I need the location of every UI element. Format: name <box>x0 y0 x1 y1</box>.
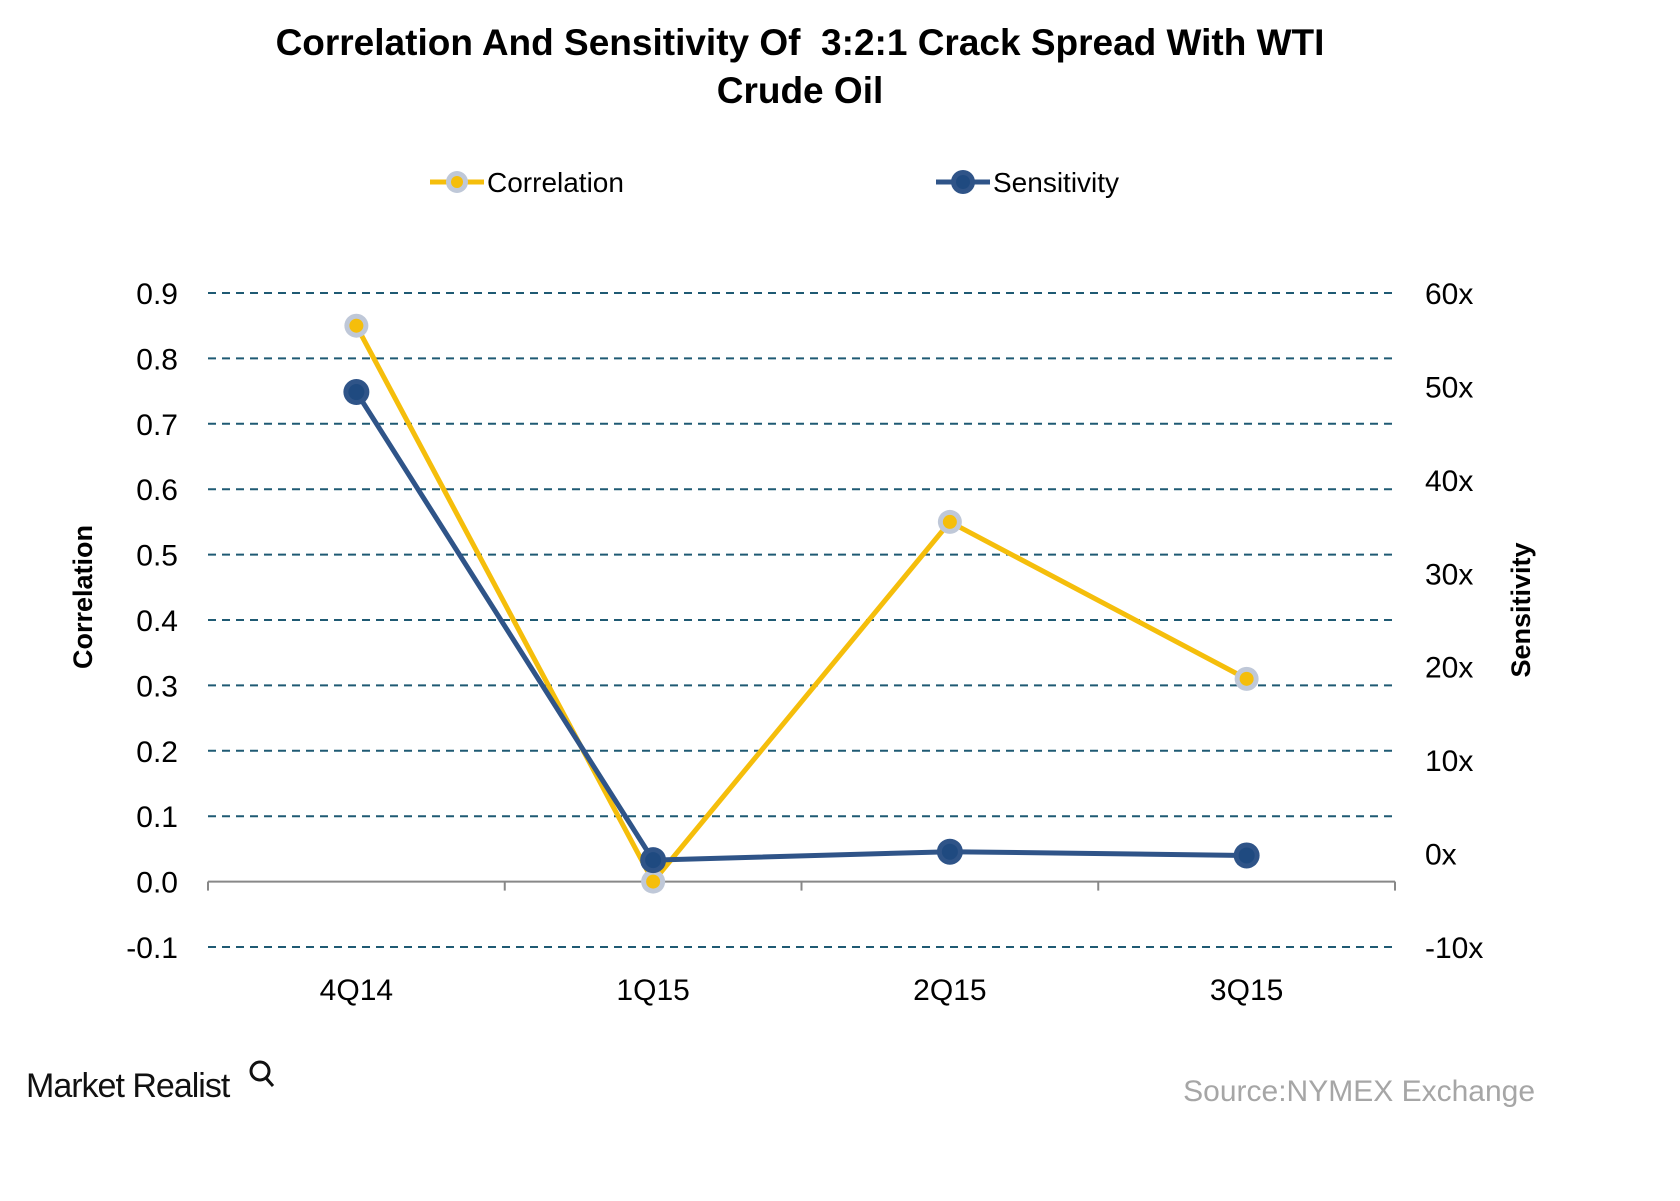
series-line-correlation <box>354 324 1248 885</box>
legend-label-correlation: Correlation <box>487 167 624 198</box>
x-tick-label: 3Q15 <box>1210 974 1283 1007</box>
y-right-tick-label: 40x <box>1425 465 1473 498</box>
y-left-tick-label: 0.1 <box>136 801 178 834</box>
y-left-tick-label: -0.1 <box>126 932 178 965</box>
data-point-correlation <box>1234 666 1259 691</box>
data-point-correlation <box>937 509 962 534</box>
y-right-tick-label: 10x <box>1425 745 1473 778</box>
series-line-sensitivity <box>354 390 1247 863</box>
y-right-tick-label: 20x <box>1425 652 1473 685</box>
y-left-tick-label: 0.4 <box>136 605 178 638</box>
y-left-tick-label: 0.8 <box>136 343 178 376</box>
y-left-tick-label: 0.9 <box>136 278 178 311</box>
y-right-tick-label: 0x <box>1425 839 1457 872</box>
y-left-tick-label: 0.0 <box>136 867 178 900</box>
data-point-correlation <box>344 313 369 338</box>
chart-title-line-2: Crude Oil <box>717 70 884 111</box>
y-right-tick-label: -10x <box>1425 932 1483 965</box>
data-point-correlation <box>641 869 666 894</box>
y-left-tick-label: 0.2 <box>136 736 178 769</box>
source-note: Source:NYMEX Exchange <box>1183 1075 1535 1108</box>
y-right-tick-label: 60x <box>1425 278 1473 311</box>
y-left-tick-label: 0.6 <box>136 474 178 507</box>
x-tick-label: 4Q14 <box>320 974 393 1007</box>
y-axis-label-left: Correlation <box>68 525 98 669</box>
y-right-tick-label: 30x <box>1425 558 1473 591</box>
x-tick-label: 2Q15 <box>913 974 986 1007</box>
legend-label-sensitivity: Sensitivity <box>993 167 1119 198</box>
data-point-sensitivity <box>1233 842 1260 869</box>
legend: Correlation Sensitivity <box>430 167 1119 198</box>
data-point-sensitivity <box>343 379 370 406</box>
chart-title-line-1: Correlation And Sensitivity Of 3:2:1 Cra… <box>276 22 1325 63</box>
y-left-tick-label: 0.5 <box>136 540 178 573</box>
data-point-sensitivity <box>640 847 667 874</box>
x-tick-label: 1Q15 <box>616 974 689 1007</box>
y-left-tick-label: 0.7 <box>136 409 178 442</box>
y-axis-label-right: Sensitivity <box>1506 542 1536 677</box>
data-point-sensitivity <box>936 838 963 865</box>
y-left-tick-label: 0.3 <box>136 670 178 703</box>
market-realist-logo: Market Realist <box>26 1060 275 1105</box>
y-right-tick-label: 50x <box>1425 371 1473 404</box>
svg-text:Market Realist: Market Realist <box>26 1067 231 1105</box>
